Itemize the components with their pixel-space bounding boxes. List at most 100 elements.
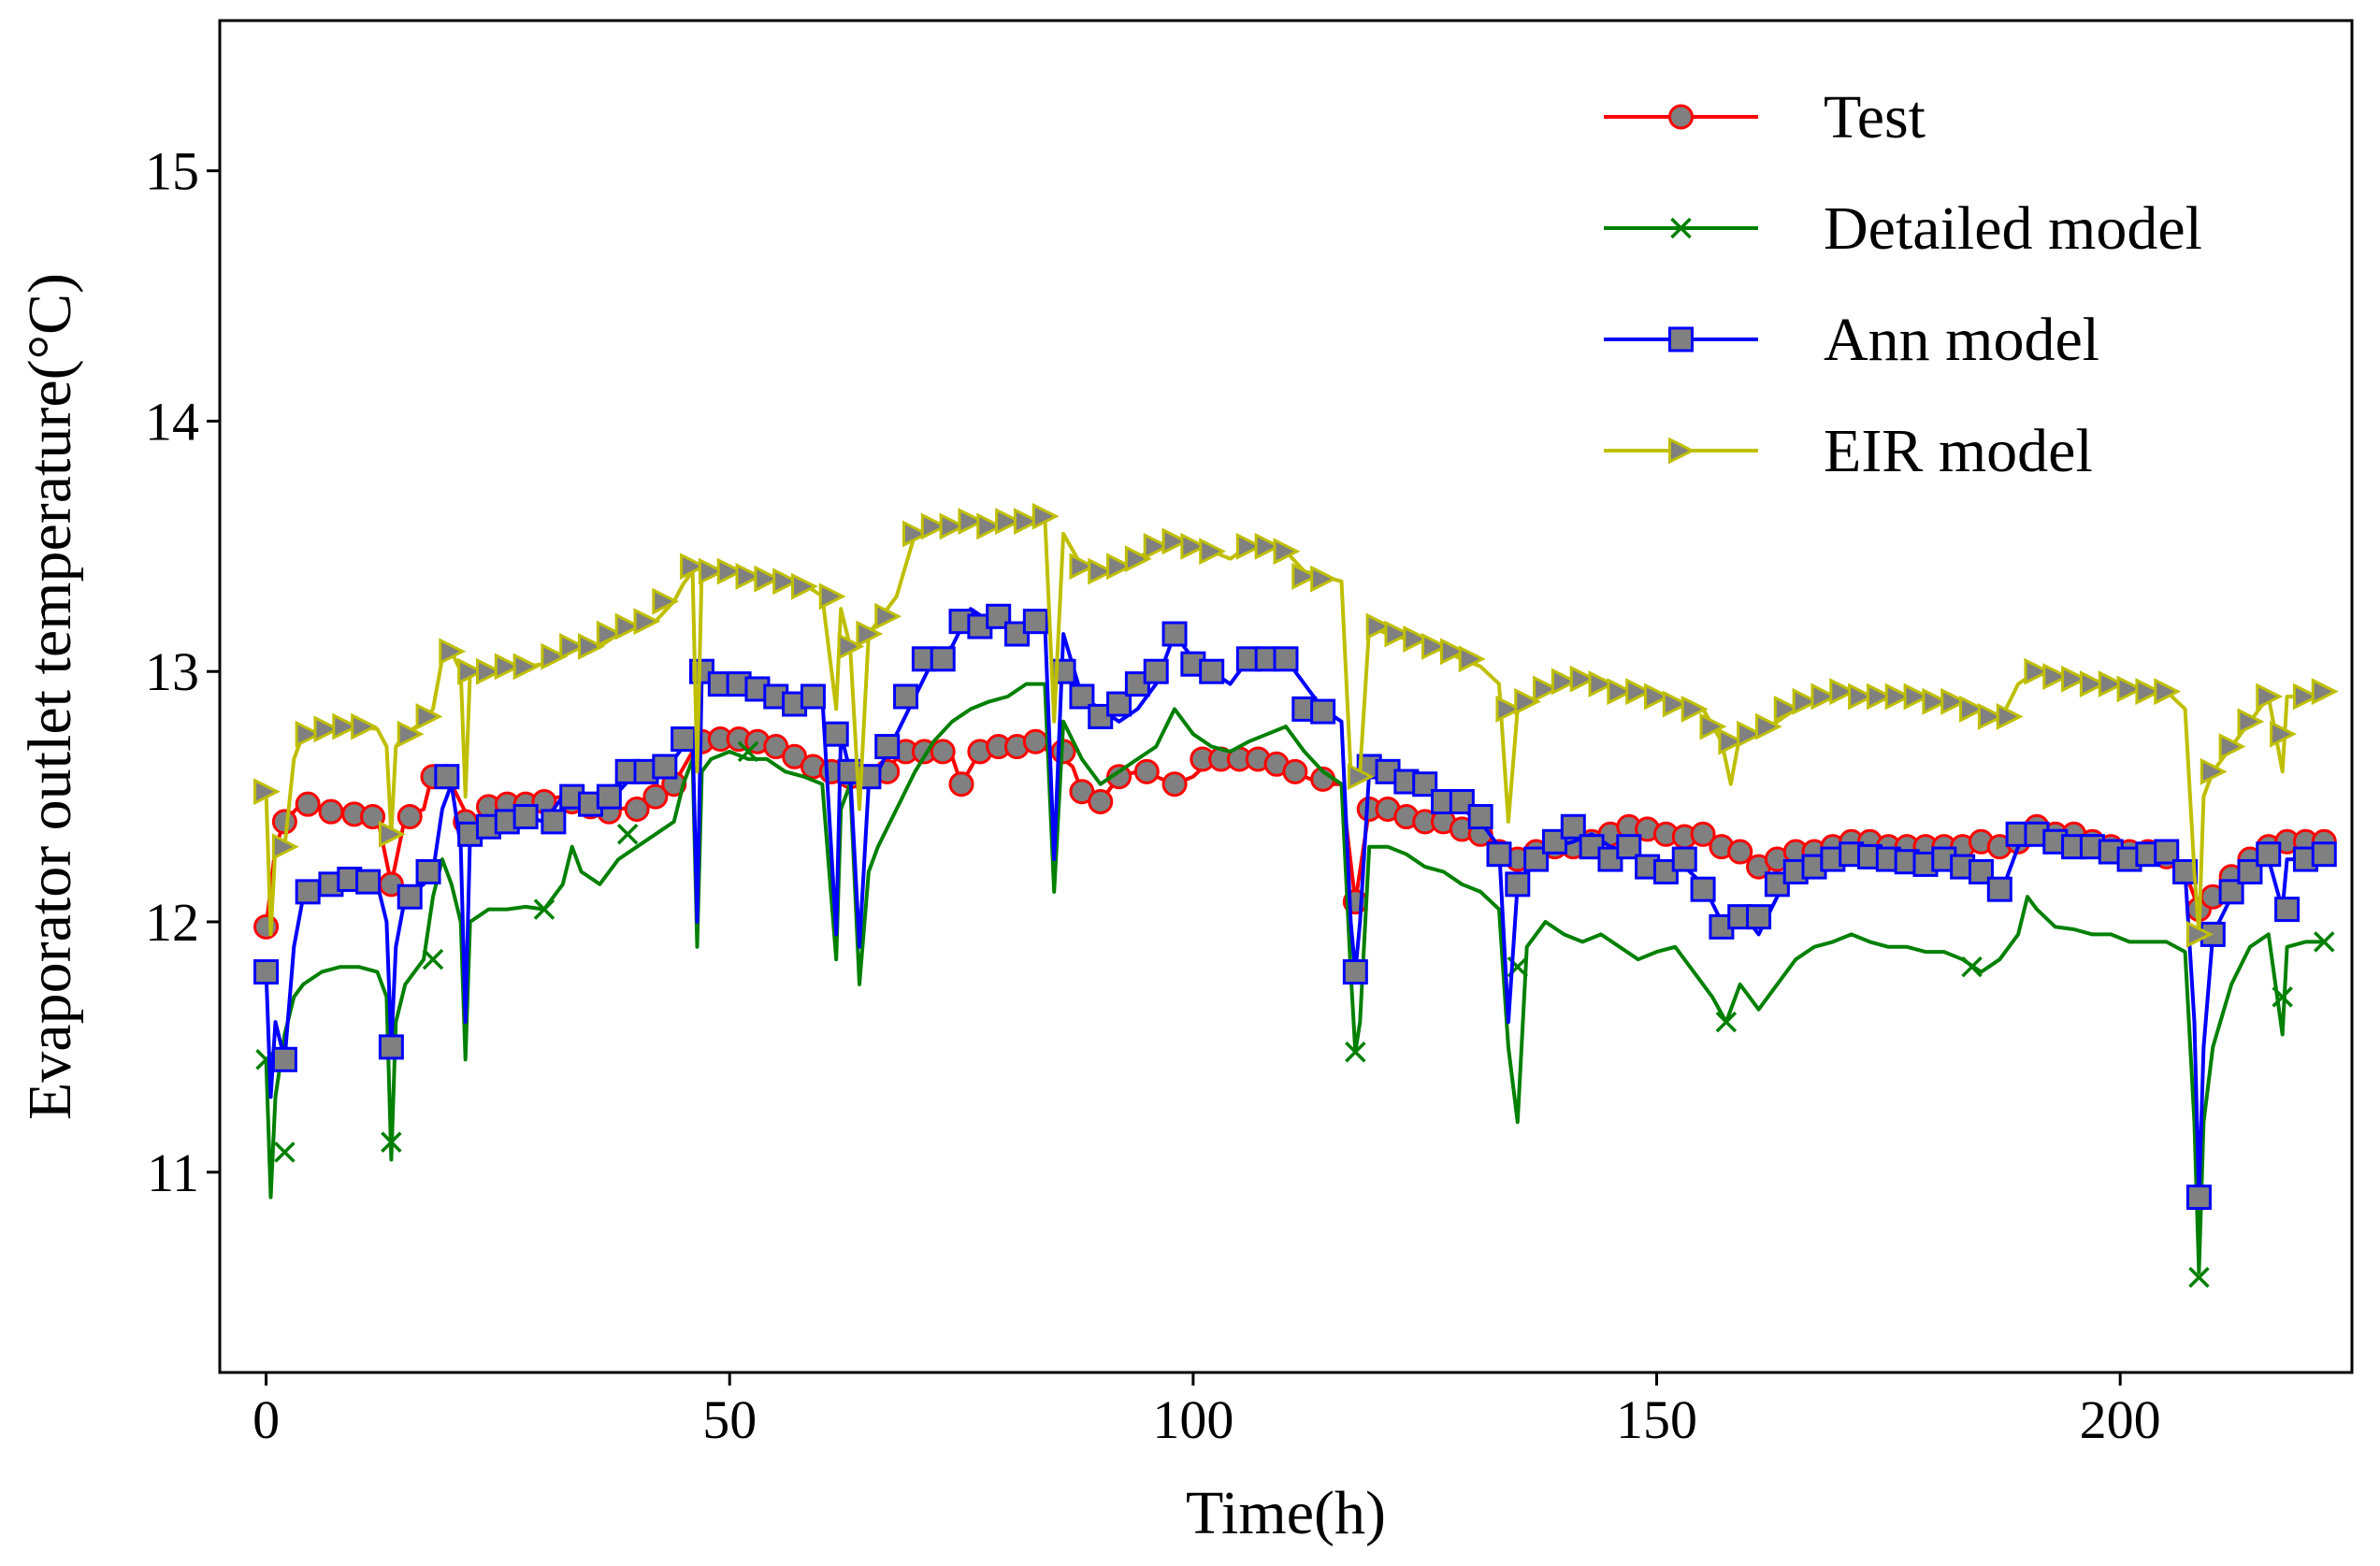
data-point-eir-model xyxy=(874,602,902,630)
data-point-ann-model xyxy=(2274,897,2301,923)
data-point-test xyxy=(1133,758,1160,784)
data-point-eir-model xyxy=(1607,678,1635,706)
data-point-eir-model xyxy=(1124,545,1152,573)
data-point-ann-model xyxy=(1143,658,1169,684)
data-point-test xyxy=(253,913,280,940)
data-point-eir-model xyxy=(1365,612,1393,640)
data-point-ann-model xyxy=(1022,609,1048,635)
data-point-test xyxy=(318,798,344,825)
data-point-test xyxy=(1161,771,1188,797)
data-point-detailed-model xyxy=(616,824,639,845)
data-point-detailed-model xyxy=(2188,1267,2210,1288)
data-point-eir-model xyxy=(958,508,986,535)
data-point-ann-model xyxy=(652,754,678,780)
data-point-test xyxy=(1282,758,1308,784)
legend-label-ann-model: Ann model xyxy=(1824,306,2099,374)
data-point-test xyxy=(624,797,650,822)
data-point-eir-model xyxy=(1514,687,1542,715)
legend-marker-ann-model xyxy=(1668,326,1694,352)
data-point-detailed-model xyxy=(422,948,444,970)
data-point-ann-model xyxy=(2311,841,2337,868)
data-point-eir-model xyxy=(1569,665,1597,693)
data-point-eir-model xyxy=(559,633,587,660)
data-point-detailed-model xyxy=(1715,1011,1738,1033)
data-point-ann-model xyxy=(1342,959,1368,985)
data-point-eir-model xyxy=(939,512,967,540)
data-point-eir-model xyxy=(1495,695,1523,723)
y-tick-label: 12 xyxy=(145,892,199,953)
data-point-eir-model xyxy=(1792,687,1820,715)
data-point-eir-model xyxy=(1347,763,1375,791)
legend-label-test: Test xyxy=(1824,83,1926,151)
data-point-test xyxy=(1022,728,1048,754)
data-point-eir-model xyxy=(716,557,744,585)
data-point-ann-model xyxy=(397,884,423,910)
data-point-eir-model xyxy=(2200,757,2228,785)
plot-series xyxy=(253,502,2339,1288)
data-point-eir-model xyxy=(1403,625,1431,653)
data-point-test xyxy=(1727,839,1753,865)
data-point-eir-model xyxy=(2024,657,2052,685)
data-point-eir-model xyxy=(1662,690,1690,718)
x-tick-label: 50 xyxy=(702,1389,757,1450)
data-point-eir-model xyxy=(1884,682,1912,711)
data-point-eir-model xyxy=(1680,695,1709,723)
data-point-eir-model xyxy=(1031,502,1060,530)
data-point-ann-model xyxy=(378,1034,404,1060)
data-point-eir-model xyxy=(378,820,406,848)
data-point-eir-model xyxy=(1235,532,1263,560)
data-point-ann-model xyxy=(1986,876,2012,902)
data-point-eir-model xyxy=(1384,620,1412,648)
data-point-ann-model xyxy=(1746,904,1772,930)
y-tick-label: 13 xyxy=(145,641,199,702)
data-point-eir-model xyxy=(415,702,443,730)
data-point-eir-model xyxy=(596,620,624,648)
data-point-ann-model xyxy=(1310,698,1336,725)
series-line-detailed-model xyxy=(264,682,2325,1274)
data-point-eir-model xyxy=(1106,553,1133,581)
data-point-eir-model xyxy=(1069,553,1097,581)
data-point-eir-model xyxy=(313,715,341,743)
data-point-ann-model xyxy=(671,726,697,753)
data-point-ann-model xyxy=(1690,876,1716,902)
data-point-eir-model xyxy=(1291,563,1320,590)
data-point-eir-model xyxy=(1922,687,1950,715)
data-point-eir-model xyxy=(772,567,801,596)
data-point-test xyxy=(360,804,386,830)
data-point-eir-model xyxy=(2079,670,2107,698)
data-point-eir-model xyxy=(1088,557,1116,585)
data-point-detailed-model xyxy=(1961,955,1983,978)
data-point-eir-model xyxy=(2256,682,2284,711)
data-point-ann-model xyxy=(1161,621,1188,647)
data-point-eir-model xyxy=(856,620,884,648)
data-point-eir-model xyxy=(1810,682,1839,711)
series-ann-model xyxy=(253,603,2337,1211)
data-point-eir-model xyxy=(1254,532,1282,560)
data-point-eir-model xyxy=(1458,645,1486,673)
legend-item-detailed-model: Detailed model xyxy=(1604,194,2202,263)
x-axis-label: Time(h) xyxy=(1186,1479,1386,1547)
legend-label-detailed-model: Detailed model xyxy=(1824,194,2202,263)
data-point-ann-model xyxy=(253,959,280,985)
data-point-eir-model xyxy=(1773,695,1801,723)
data-point-eir-model xyxy=(735,563,763,590)
data-point-eir-model xyxy=(1421,633,1449,660)
legend-marker-eir-model xyxy=(1668,437,1695,465)
data-point-eir-model xyxy=(614,612,642,640)
data-point-eir-model xyxy=(1754,712,1782,740)
data-point-eir-model xyxy=(1699,712,1727,740)
data-point-detailed-model xyxy=(533,898,555,920)
data-point-eir-model xyxy=(2237,708,2265,736)
data-point-test xyxy=(1088,788,1114,814)
data-point-eir-model xyxy=(837,633,865,660)
data-point-test xyxy=(1106,764,1132,790)
data-point-eir-model xyxy=(271,833,299,861)
data-point-ann-model xyxy=(1199,658,1225,684)
data-point-eir-model xyxy=(920,512,948,540)
data-point-test xyxy=(397,804,423,830)
data-point-eir-model xyxy=(2154,678,2182,706)
legend-marker-detailed-model xyxy=(1670,217,1692,239)
series-detailed-model xyxy=(255,682,2335,1288)
data-point-ann-model xyxy=(1671,846,1697,872)
data-point-eir-model xyxy=(791,572,818,600)
